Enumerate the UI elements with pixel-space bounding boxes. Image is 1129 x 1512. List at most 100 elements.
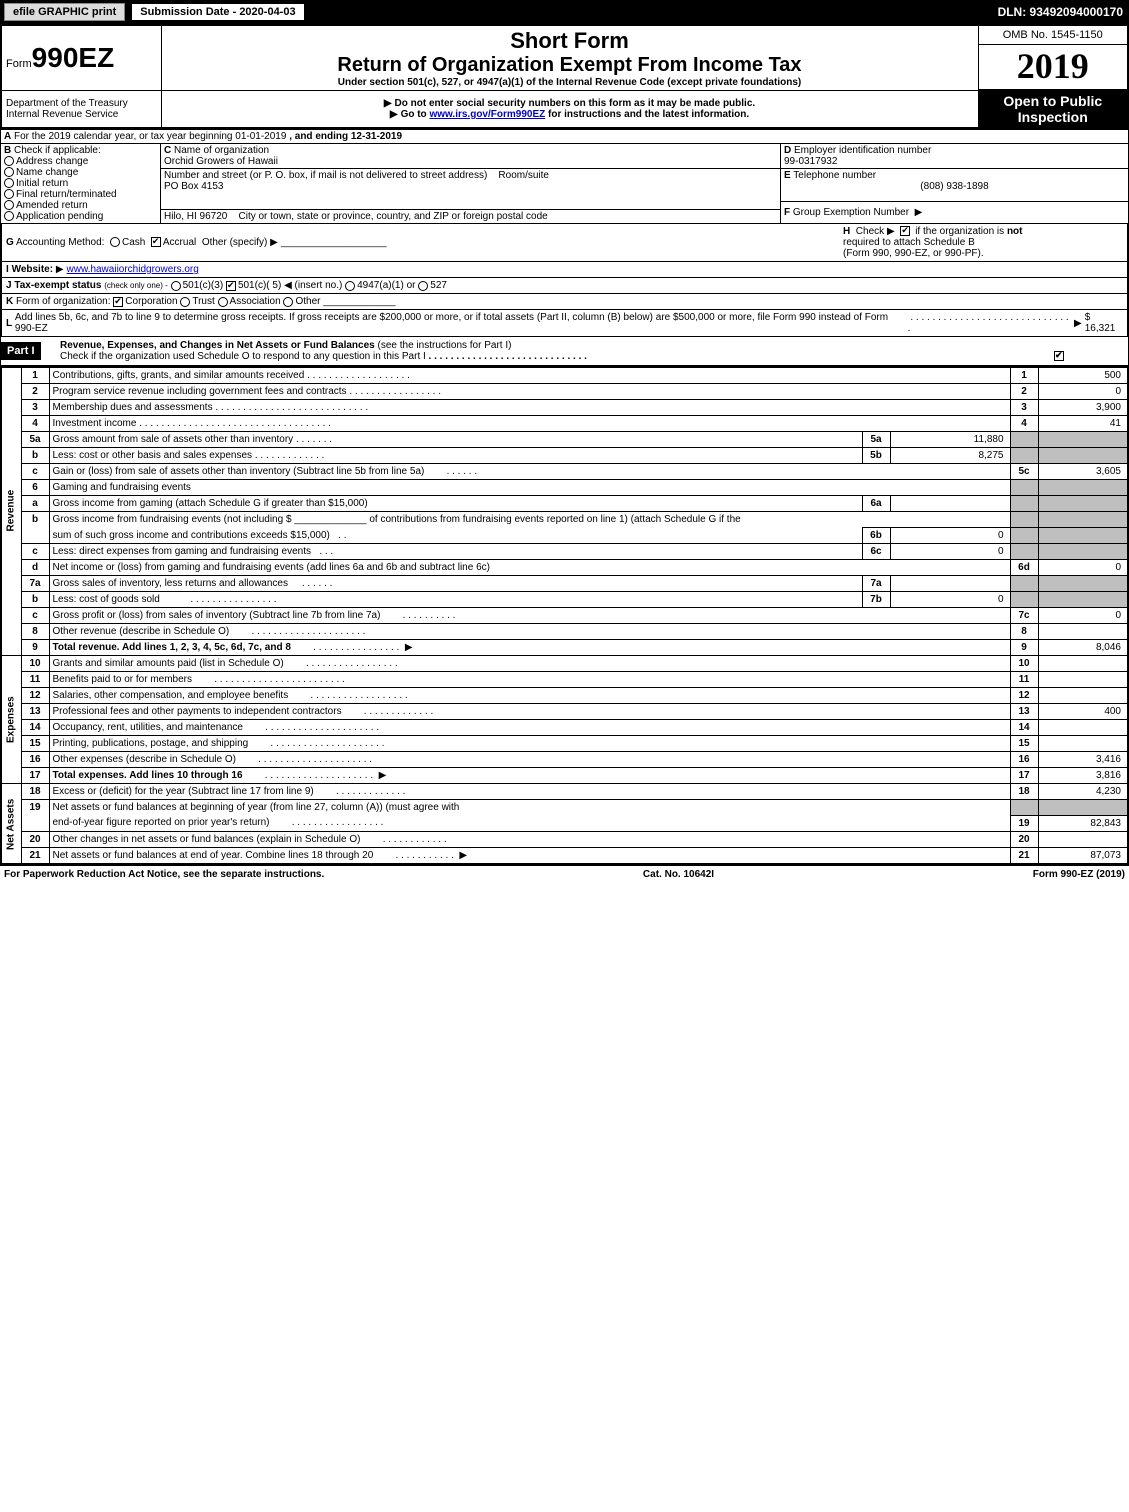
website-link[interactable]: www.hawaiiorchidgrowers.org (67, 264, 199, 275)
l17-rval: 3,816 (1038, 768, 1128, 784)
section-c-label: C (164, 145, 171, 156)
l14-num: 14 (21, 720, 49, 736)
initial-return-checkbox[interactable] (4, 178, 14, 188)
l11-rval (1038, 672, 1128, 688)
cash-radio[interactable] (110, 237, 120, 247)
l6c-desc: Less: direct expenses from gaming and fu… (53, 546, 311, 557)
j-o3: 4947(a)(1) or (357, 280, 415, 291)
l13-num: 13 (21, 704, 49, 720)
g-other: Other (specify) (202, 237, 268, 248)
amended-return-checkbox[interactable] (4, 200, 14, 210)
l16-num: 16 (21, 752, 49, 768)
l-text: Add lines 5b, 6c, and 7b to line 9 to de… (15, 312, 908, 334)
k-trust-radio[interactable] (180, 297, 190, 307)
l4-rval: 41 (1038, 416, 1128, 432)
l10-num: 10 (21, 656, 49, 672)
l7b-desc: Less: cost of goods sold (53, 594, 160, 605)
l8-num: 8 (21, 624, 49, 640)
l7b-subval: 0 (890, 592, 1010, 608)
l17-num: 17 (21, 768, 49, 784)
efile-print-button[interactable]: efile GRAPHIC print (4, 3, 125, 21)
c-room-label: Room/suite (498, 170, 549, 181)
l7c-desc: Gross profit or (loss) from sales of inv… (53, 610, 381, 621)
l21-num: 21 (21, 847, 49, 864)
h-t2: if the organization is (915, 226, 1004, 237)
b-opt-2: Initial return (16, 178, 68, 189)
l5a-desc: Gross amount from sale of assets other t… (53, 434, 294, 445)
l3-desc: Membership dues and assessments (53, 402, 213, 413)
org-info-block: A For the 2019 calendar year, or tax yea… (0, 129, 1129, 224)
open-to-public: Open to Public Inspection (978, 91, 1128, 129)
l1-desc: Contributions, gifts, grants, and simila… (53, 370, 305, 381)
l6-desc: Gaming and fundraising events (53, 482, 191, 493)
l1-rval: 500 (1038, 367, 1128, 384)
dept-treasury: Department of the Treasury (6, 98, 157, 109)
l5c-rval: 3,605 (1038, 464, 1128, 480)
h-checkbox[interactable] (900, 226, 910, 236)
l8-rnum: 8 (1010, 624, 1038, 640)
section-j-label: J (6, 280, 12, 291)
l19-rval-shade (1038, 800, 1128, 816)
j-hint: (check only one) - (104, 281, 168, 290)
part1-header-row: Part I Revenue, Expenses, and Changes in… (0, 337, 1129, 366)
l6b-rval-shade2 (1038, 528, 1128, 544)
l6a-subval (890, 496, 1010, 512)
l6-rnum-shade (1010, 480, 1038, 496)
l6b-rnum-shade2 (1010, 528, 1038, 544)
l19-rnum-shade (1010, 800, 1038, 816)
tax-year: 2019 (979, 45, 1128, 87)
j-501c3-radio[interactable] (171, 281, 181, 291)
section-j-row: J Tax-exempt status (check only one) - 5… (0, 278, 1129, 294)
app-pending-checkbox[interactable] (4, 211, 14, 221)
section-a-text: For the 2019 calendar year, or tax year … (14, 131, 286, 142)
form-number: 990EZ (32, 42, 115, 73)
l6-num: 6 (21, 480, 49, 496)
f-text: Group Exemption Number (793, 207, 909, 218)
l21-rnum: 21 (1010, 847, 1038, 864)
l1-rnum: 1 (1010, 367, 1038, 384)
l9-desc: Total revenue. Add lines 1, 2, 3, 4, 5c,… (53, 642, 291, 653)
k-assoc-radio[interactable] (218, 297, 228, 307)
i-text: Website: (12, 264, 54, 275)
c-city-label: City or town, state or province, country… (239, 211, 548, 222)
b-opt-0: Address change (16, 156, 88, 167)
l6b-num2 (21, 528, 49, 544)
j-501c-radio[interactable] (226, 281, 236, 291)
l12-rnum: 12 (1010, 688, 1038, 704)
k-o1: Trust (192, 296, 214, 307)
k-corp-radio[interactable] (113, 297, 123, 307)
l15-rnum: 15 (1010, 736, 1038, 752)
j-527-radio[interactable] (418, 281, 428, 291)
l7b-rnum-shade (1010, 592, 1038, 608)
h-t4: (Form 990, 990-EZ, or 990-PF). (843, 248, 984, 259)
k-o3: Other (295, 296, 320, 307)
j-4947-radio[interactable] (345, 281, 355, 291)
instr2-suffix: for instructions and the latest informat… (545, 109, 749, 120)
i-arrow-icon (56, 264, 67, 275)
form-subtitle: Under section 501(c), 527, or 4947(a)(1)… (166, 77, 974, 88)
l6a-rnum-shade (1010, 496, 1038, 512)
l6b-desc-post: of contributions from fundraising events… (369, 514, 740, 525)
section-g-h-row: G Accounting Method: Cash Accrual Other … (0, 224, 1129, 262)
l2-rnum: 2 (1010, 384, 1038, 400)
l6a-subnum: 6a (862, 496, 890, 512)
l5b-rnum-shade (1010, 448, 1038, 464)
accrual-radio[interactable] (151, 237, 161, 247)
l3-num: 3 (21, 400, 49, 416)
l20-num: 20 (21, 831, 49, 847)
l15-num: 15 (21, 736, 49, 752)
k-other-radio[interactable] (283, 297, 293, 307)
l14-rval (1038, 720, 1128, 736)
name-change-checkbox[interactable] (4, 167, 14, 177)
g-accrual: Accrual (163, 237, 196, 248)
l5a-subval: 11,880 (890, 432, 1010, 448)
l20-desc: Other changes in net assets or fund bala… (53, 834, 361, 845)
final-return-checkbox[interactable] (4, 189, 14, 199)
section-l-label: L (6, 318, 12, 329)
part1-schedule-o-checkbox[interactable] (1054, 351, 1064, 361)
irs-link[interactable]: www.irs.gov/Form990EZ (429, 109, 545, 120)
l6b-subval: 0 (890, 528, 1010, 544)
addr-change-checkbox[interactable] (4, 156, 14, 166)
g-text: Accounting Method: (16, 237, 104, 248)
l2-num: 2 (21, 384, 49, 400)
